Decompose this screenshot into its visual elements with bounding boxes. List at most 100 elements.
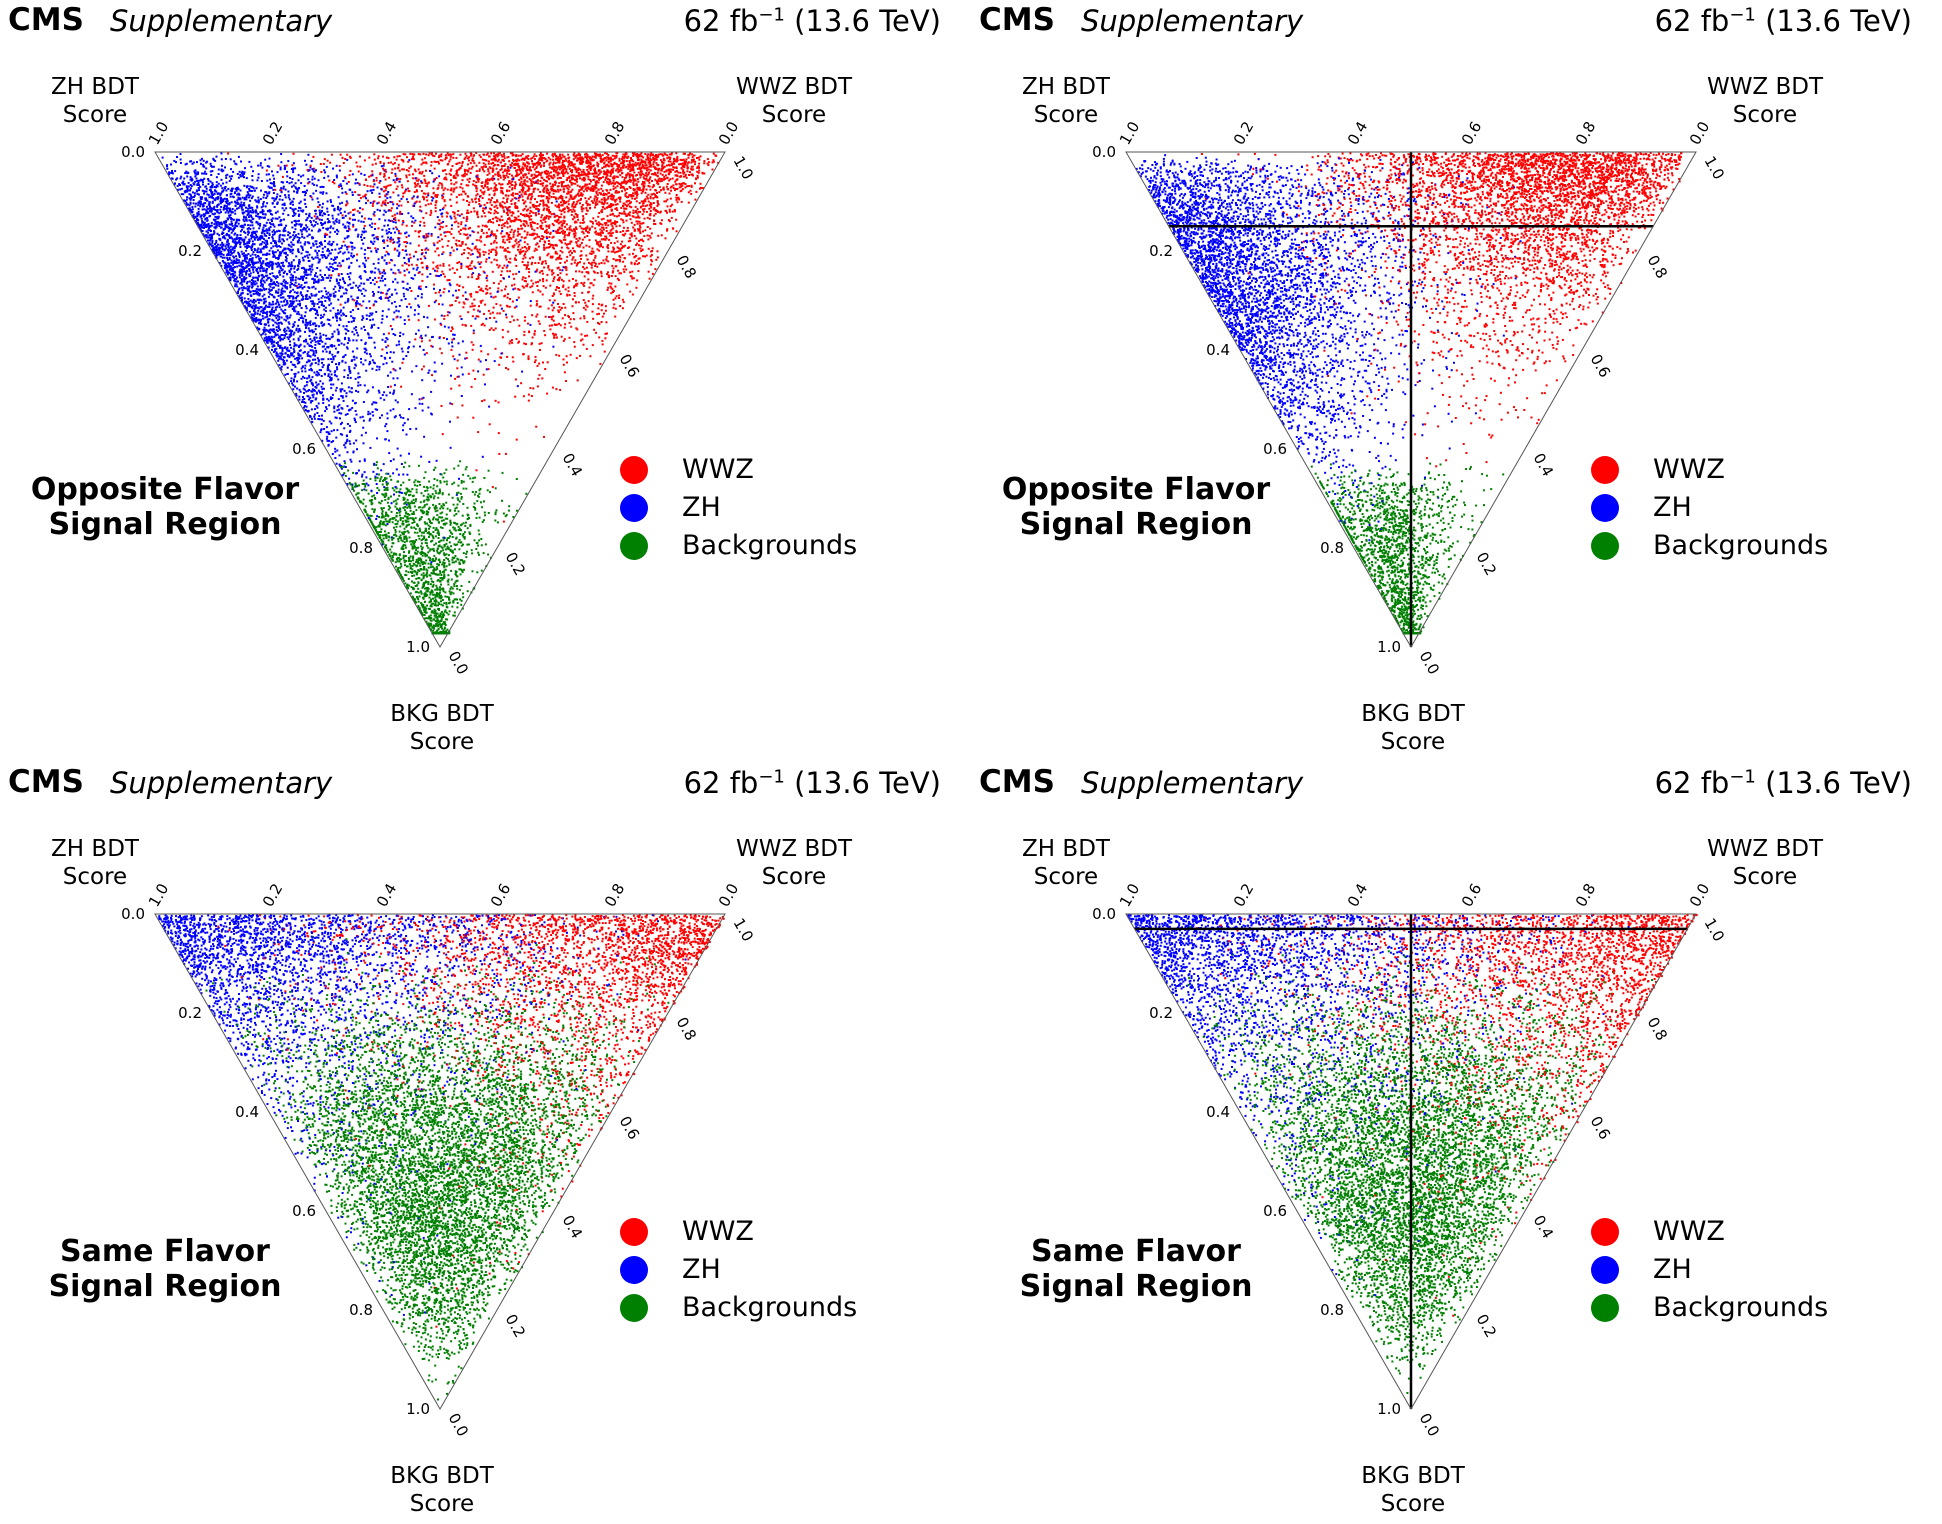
scatter-point-wwz (493, 316, 496, 319)
scatter-point-wwz (477, 261, 480, 264)
scatter-point-zh (318, 290, 321, 293)
scatter-point-wwz (629, 290, 632, 293)
scatter-point-wwz (613, 242, 616, 245)
scatter-point-zh (222, 189, 225, 192)
scatter-point-zh (315, 336, 318, 339)
scatter-point-zh (317, 402, 320, 405)
scatter-point-zh (311, 178, 314, 181)
scatter-point-zh (318, 418, 321, 421)
scatter-point-wwz (613, 176, 616, 179)
scatter-point-bkg (432, 581, 435, 584)
scatter-point-zh (421, 409, 424, 412)
scatter-point-zh (266, 165, 269, 168)
scatter-point-wwz (498, 453, 501, 455)
scatter-point-wwz (636, 242, 639, 245)
scatter-point-bkg (404, 530, 407, 533)
scatter-point-bkg (412, 540, 415, 543)
scatter-point-zh (457, 375, 460, 378)
scatter-point-wwz (580, 333, 583, 336)
scatter-point-wwz (563, 185, 566, 188)
scatter-point-wwz (573, 294, 576, 297)
scatter-point-wwz (355, 305, 358, 308)
scatter-point-zh (464, 291, 467, 294)
scatter-point-zh (350, 252, 353, 255)
scatter-point-wwz (495, 251, 498, 254)
scatter-point-wwz (564, 261, 566, 264)
scatter-point-bkg (445, 565, 448, 568)
scatter-point-wwz (533, 232, 536, 235)
scatter-point-zh (209, 236, 212, 239)
scatter-point-wwz (435, 274, 438, 277)
scatter-point-zh (247, 297, 250, 300)
scatter-point-wwz (622, 204, 625, 207)
scatter-point-zh (344, 282, 346, 284)
scatter-point-zh (310, 229, 313, 232)
scatter-point-zh (318, 325, 320, 328)
scatter-point-zh (329, 324, 332, 327)
scatter-point-bkg (396, 560, 399, 563)
scatter-point-wwz (497, 266, 500, 269)
scatter-point-bkg (420, 539, 423, 542)
scatter-point-wwz (659, 180, 661, 183)
scatter-point-zh (347, 230, 350, 233)
scatter-point-wwz (561, 164, 564, 166)
scatter-point-bkg (403, 502, 406, 505)
scatter-point-zh (188, 207, 191, 210)
scatter-point-wwz (622, 221, 625, 224)
scatter-point-wwz (393, 213, 396, 216)
scatter-point-wwz (492, 282, 495, 284)
scatter-point-zh (303, 315, 306, 318)
scatter-point-zh (327, 431, 330, 434)
scatter-point-zh (320, 358, 323, 361)
scatter-point-wwz (521, 168, 524, 170)
scatter-point-wwz (420, 172, 423, 175)
scatter-point-zh (438, 223, 441, 226)
scatter-point-wwz (501, 267, 504, 269)
scatter-point-zh (335, 164, 338, 167)
scatter-point-wwz (533, 361, 536, 364)
scatter-point-zh (334, 268, 337, 271)
scatter-point-wwz (473, 162, 476, 165)
scatter-point-wwz (669, 156, 672, 159)
scatter-point-wwz (405, 236, 408, 239)
scatter-point-wwz (488, 287, 491, 290)
scatter-point-zh (345, 395, 348, 398)
scatter-point-zh (332, 240, 335, 243)
scatter-point-wwz (457, 210, 460, 212)
scatter-point-wwz (585, 156, 588, 159)
scatter-point-zh (350, 287, 353, 290)
scatter-point-zh (205, 212, 207, 215)
scatter-point-bkg (462, 535, 465, 538)
scatter-point-wwz (586, 154, 589, 157)
scatter-point-zh (307, 395, 310, 398)
scatter-point-zh (277, 284, 280, 287)
scatter-point-wwz (568, 279, 571, 282)
scatter-point-zh (244, 254, 247, 257)
scatter-point-zh (225, 234, 228, 237)
scatter-point-zh (230, 175, 233, 178)
scatter-point-wwz (477, 358, 480, 361)
scatter-point-wwz (628, 194, 631, 197)
scatter-point-bkg (477, 551, 480, 554)
scatter-point-wwz (538, 235, 541, 238)
ternary-plot-of-sr: 0.00.00.20.20.20.40.40.40.60.60.60.80.80… (121, 118, 757, 677)
scatter-point-wwz (553, 175, 556, 178)
scatter-point-zh (292, 333, 295, 336)
scatter-point-zh (306, 377, 309, 380)
scatter-point-zh (284, 281, 287, 284)
scatter-point-wwz (539, 152, 542, 155)
scatter-point-wwz (525, 267, 528, 270)
scatter-point-zh (205, 205, 208, 208)
scatter-point-zh (298, 345, 301, 347)
scatter-point-zh (225, 224, 228, 227)
scatter-point-wwz (536, 227, 539, 230)
scatter-point-zh (393, 241, 396, 244)
scatter-point-bkg (447, 537, 450, 539)
scatter-point-zh (269, 314, 271, 317)
scatter-point-wwz (486, 279, 489, 282)
scatter-point-bkg (456, 543, 459, 546)
scatter-point-zh (351, 173, 354, 176)
scatter-point-zh (314, 256, 317, 259)
scatter-point-zh (288, 305, 291, 308)
scatter-point-wwz (528, 216, 531, 219)
